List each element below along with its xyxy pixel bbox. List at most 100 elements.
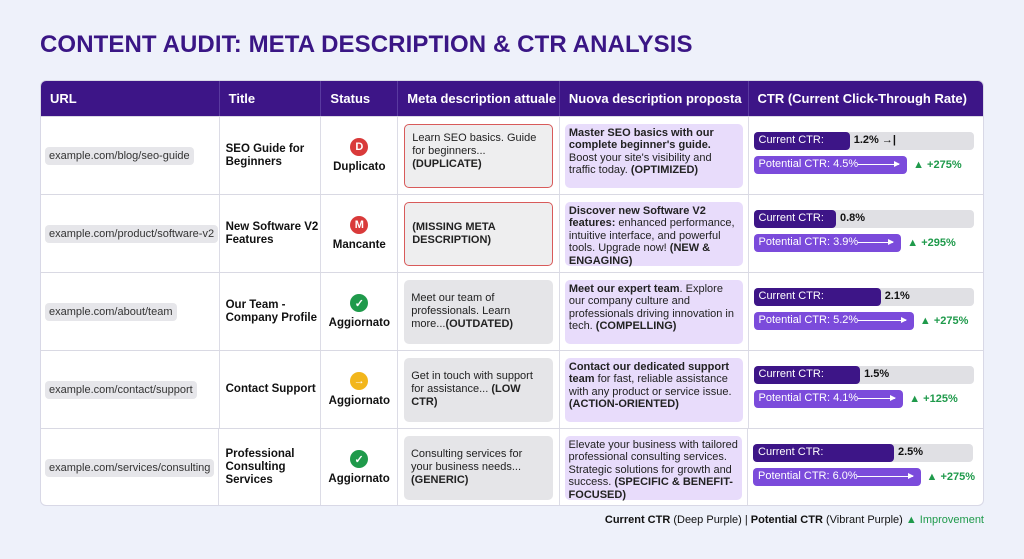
current-ctr-label: Current CTR: — [758, 212, 824, 224]
new-meta-tag: (OPTIMIZED) — [630, 164, 699, 176]
current-meta-text: Meet our team of professionals. Learn mo… — [411, 292, 511, 330]
current-meta-text: Learn SEO basics. Guide for beginners... — [412, 131, 537, 157]
new-meta-text: Elevate your business with tailored prof… — [568, 438, 738, 489]
column-header-ctr: CTR (Current Click-Through Rate) — [757, 91, 967, 106]
table-row: example.com/contact/support Contact Supp… — [41, 350, 983, 428]
current-ctr-bar: Current CTR: 0.8% — [753, 210, 974, 228]
ctr-cell: Current CTR: 1.2% →| Potential CTR: 4.5%… — [749, 117, 984, 194]
url-link[interactable]: example.com/about/team — [45, 302, 177, 321]
current-ctr-value: 1.5% — [864, 368, 890, 380]
table-header: URL Title Status Meta description attual… — [41, 81, 983, 116]
legend-current: Current CTR — [604, 514, 671, 526]
current-ctr-bar: Current CTR: 1.2% →| — [753, 132, 974, 150]
status-icon: M — [350, 216, 369, 234]
potential-ctr-label: Potential CTR: 3.9% — [758, 236, 859, 248]
table-body: example.com/blog/seo-guide SEO Guide for… — [41, 116, 984, 505]
table-row: example.com/services/consulting Professi… — [41, 428, 983, 505]
title-cell: SEO Guide for Beginners — [220, 117, 322, 194]
potential-ctr-label: Potential CTR: 4.1% — [758, 392, 859, 404]
current-ctr-bar: Current CTR: 1.5% — [753, 366, 974, 384]
potential-ctr-row: Potential CTR: 4.1% ▲ +125% — [753, 390, 976, 408]
url-cell: example.com/about/team — [41, 273, 220, 350]
ctr-cell: Current CTR: 2.1% Potential CTR: 5.2% ▲ … — [749, 273, 984, 350]
new-meta-cell: Contact our dedicated support team for f… — [560, 351, 749, 428]
potential-ctr-bar: Potential CTR: 3.9% — [753, 234, 902, 252]
status-icon: ✓ — [350, 294, 369, 312]
legend-potential: Potential CTR — [747, 514, 823, 526]
current-meta-box: Meet our team of professionals. Learn mo… — [404, 279, 553, 344]
url-cell: example.com/product/software-v2 — [41, 195, 220, 272]
new-meta-cell: Discover new Software V2 features: enhan… — [560, 195, 749, 272]
arrow-right-icon — [857, 395, 896, 401]
title-cell: New Software V2 Features — [220, 195, 322, 272]
new-meta-tag: (SPECIFIC & BENEFIT-FOCUSED) — [568, 476, 733, 501]
current-ctr-fill — [753, 132, 850, 150]
new-meta-tag: (COMPELLING) — [595, 320, 677, 332]
current-meta-tag: (GENERIC) — [410, 474, 469, 486]
current-meta-tag: (MISSING META DESCRIPTION) — [412, 220, 496, 246]
new-meta-cell: Master SEO basics with our complete begi… — [560, 117, 749, 194]
potential-ctr-label: Potential CTR: 6.0% — [758, 470, 858, 482]
current-meta-cell: Learn SEO basics. Guide for beginners...… — [398, 117, 560, 194]
audit-table: URL Title Status Meta description attual… — [40, 80, 984, 506]
potential-ctr-bar: Potential CTR: 4.1% — [753, 390, 904, 408]
current-meta-cell: Consulting services for your business ne… — [398, 429, 560, 505]
current-ctr-label: Current CTR: — [758, 134, 824, 146]
potential-ctr-row: Potential CTR: 4.5% ▲ +275% — [753, 156, 976, 174]
status-badge: Aggiornato — [328, 395, 390, 407]
new-meta-box: Elevate your business with tailored prof… — [564, 435, 743, 501]
legend-potential-desc: (Vibrant Purple) — [822, 514, 906, 526]
improvement-badge: ▲ +275% — [919, 315, 969, 327]
arrow-right-icon — [857, 473, 915, 479]
current-ctr-label: Current CTR: — [758, 368, 824, 380]
current-meta-box: (MISSING META DESCRIPTION) — [404, 201, 553, 266]
potential-ctr-label: Potential CTR: 4.5% — [758, 158, 859, 170]
status-badge: Aggiornato — [328, 473, 390, 485]
url-link[interactable]: example.com/blog/seo-guide — [45, 146, 194, 165]
arrow-right-icon — [857, 239, 895, 245]
potential-ctr-row: Potential CTR: 5.2% ▲ +275% — [753, 312, 976, 330]
new-meta-box: Master SEO basics with our complete begi… — [564, 123, 743, 188]
current-meta-text: Get in touch with support for assistance… — [411, 370, 533, 395]
status-cell: → Aggiornato — [321, 351, 399, 428]
current-ctr-value: 1.2% →| — [853, 134, 896, 146]
url-cell: example.com/contact/support — [41, 351, 220, 428]
title-cell: Contact Support — [220, 351, 322, 428]
current-ctr-fill — [753, 210, 836, 228]
ctr-cell: Current CTR: 1.5% Potential CTR: 4.1% ▲ … — [749, 351, 984, 428]
url-cell: example.com/services/consulting — [41, 429, 220, 505]
improvement-badge: ▲ +275% — [913, 159, 962, 171]
column-header-current-meta: Meta description attuale — [398, 81, 560, 116]
new-meta-cell: Elevate your business with tailored prof… — [560, 429, 749, 505]
url-link[interactable]: example.com/product/software-v2 — [45, 224, 219, 243]
table-row: example.com/product/software-v2 New Soft… — [41, 194, 983, 272]
column-header-status: Status — [321, 81, 399, 116]
new-meta-tag: (NEW & ENGAGING) — [568, 242, 711, 267]
current-ctr-value: 0.8% — [840, 212, 866, 224]
current-meta-box: Get in touch with support for assistance… — [404, 357, 553, 422]
ctr-cell: Current CTR: 2.5% Potential CTR: 6.0% ▲ … — [748, 429, 983, 505]
status-icon: → — [350, 372, 369, 390]
url-link[interactable]: example.com/services/consulting — [45, 458, 215, 477]
current-ctr-label: Current CTR: — [758, 290, 824, 302]
new-meta-cell: Meet our expert team. Explore our compan… — [560, 273, 749, 350]
current-ctr-value: 2.1% — [884, 290, 910, 302]
improvement-badge: ▲ +275% — [926, 471, 976, 483]
current-meta-box: Consulting services for your business ne… — [403, 435, 553, 500]
current-meta-tag: (OUTDATED) — [445, 318, 514, 330]
status-icon: ✓ — [350, 450, 369, 468]
url-link[interactable]: example.com/contact/support — [45, 380, 197, 399]
status-cell: ✓ Aggiornato — [321, 429, 398, 505]
legend-current-desc: (Deep Purple) — [670, 514, 745, 526]
legend-separator: | — [744, 514, 748, 526]
current-meta-tag: (DUPLICATE) — [412, 157, 482, 170]
current-ctr-label: Current CTR: — [758, 446, 824, 458]
column-header-title: Title — [220, 81, 322, 116]
arrow-right-icon — [857, 161, 900, 167]
potential-ctr-row: Potential CTR: 3.9% ▲ +295% — [753, 234, 976, 252]
title-cell: Professional Consulting Services — [219, 429, 322, 505]
current-meta-cell: (MISSING META DESCRIPTION) — [398, 195, 560, 272]
new-meta-tag: (ACTION-ORIENTED) — [568, 398, 679, 410]
column-header-url: URL — [41, 81, 220, 116]
potential-ctr-row: Potential CTR: 6.0% ▲ +275% — [753, 468, 975, 486]
